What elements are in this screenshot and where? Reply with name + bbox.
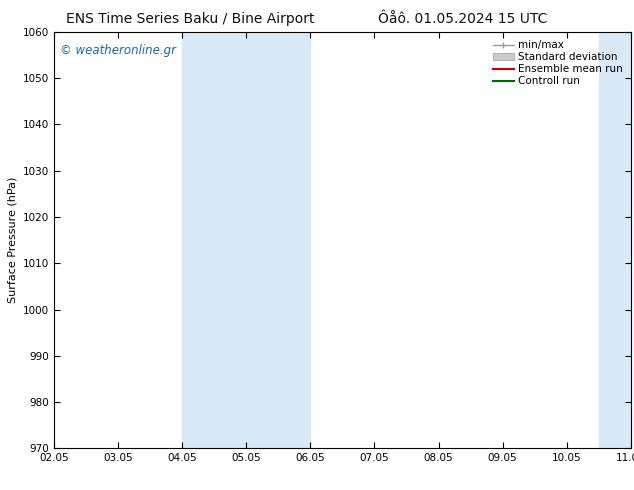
Legend: min/max, Standard deviation, Ensemble mean run, Controll run: min/max, Standard deviation, Ensemble me… [489,37,626,90]
Text: © weatheronline.gr: © weatheronline.gr [60,44,176,57]
Y-axis label: Surface Pressure (hPa): Surface Pressure (hPa) [7,177,17,303]
Text: Ôåô. 01.05.2024 15 UTC: Ôåô. 01.05.2024 15 UTC [378,12,548,26]
Bar [598,32,631,448]
Text: ENS Time Series Baku / Bine Airport: ENS Time Series Baku / Bine Airport [66,12,314,26]
Bar [631,32,634,448]
Bar [182,32,246,448]
Bar [246,32,310,448]
